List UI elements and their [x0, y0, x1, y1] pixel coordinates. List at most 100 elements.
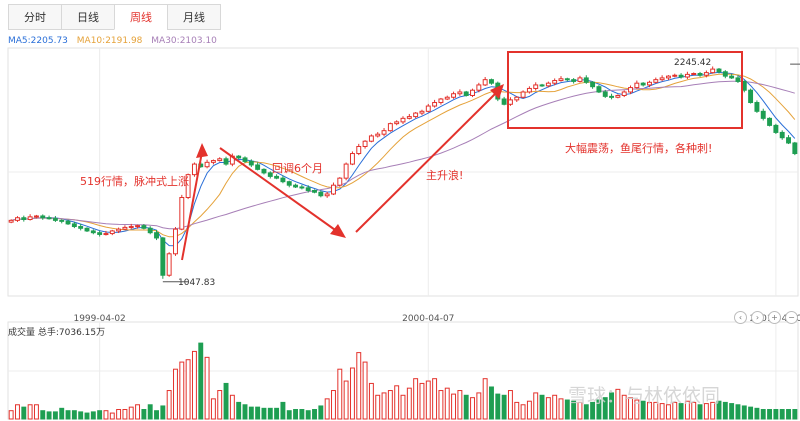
volume-bar: [236, 401, 242, 420]
candle-body: [362, 140, 368, 147]
candle-body: [210, 160, 216, 163]
left-arrow-icon[interactable]: ‹: [734, 311, 747, 324]
volume-bar: [583, 404, 589, 420]
candle-body: [659, 77, 665, 81]
candle-body: [552, 80, 558, 84]
volume-bar: [362, 361, 368, 420]
volume-bar: [716, 400, 722, 420]
candle-body: [52, 218, 58, 221]
volume-bar: [451, 393, 457, 420]
candle-body: [621, 91, 627, 96]
zoom-out-icon[interactable]: −: [785, 311, 798, 324]
volume-bar: [217, 390, 223, 420]
volume-bar: [640, 400, 646, 420]
volume-bar: [463, 394, 469, 420]
tab-daily[interactable]: 日线: [61, 4, 115, 30]
candle-body: [116, 228, 122, 232]
candle-body: [786, 137, 791, 144]
x-tick-label: 1999-04-02: [73, 314, 125, 324]
candle-body: [97, 232, 103, 235]
range-highlight-box: [507, 51, 743, 129]
candle-body: [274, 175, 280, 179]
candle-body: [293, 184, 299, 188]
volume-bar: [419, 382, 425, 420]
candle-body: [46, 217, 52, 220]
volume-bar: [628, 397, 633, 420]
volume-bar: [552, 394, 558, 420]
candle-body: [760, 110, 766, 119]
volume-bar: [665, 404, 671, 420]
candle-body: [71, 223, 77, 228]
volume-bar: [729, 403, 735, 420]
high-price-label: 2245.42: [674, 58, 711, 68]
volume-bar: [337, 368, 343, 420]
candle-body: [748, 89, 754, 104]
tab-monthly[interactable]: 月线: [167, 4, 221, 30]
tab-weekly[interactable]: 周线: [114, 4, 168, 30]
arrow-icon: [181, 143, 208, 261]
volume-bar: [786, 409, 791, 420]
chart-nav-controls: ‹ › + −: [730, 311, 798, 324]
candle-body: [173, 228, 178, 255]
volume-bar: [773, 409, 779, 420]
chart-grid: [7, 47, 799, 420]
candle-body: [135, 225, 141, 228]
candle-body: [312, 189, 317, 193]
candle-body: [337, 177, 343, 186]
candle-body: [255, 164, 261, 170]
volume-bar: [191, 350, 197, 420]
zoom-in-icon[interactable]: +: [768, 311, 781, 324]
volume-bars: [8, 342, 798, 420]
candle-body: [419, 110, 425, 114]
candle-body: [596, 86, 602, 93]
volume-bar: [267, 407, 273, 420]
volume-bar: [84, 412, 90, 420]
tab-intraday[interactable]: 分时: [8, 4, 62, 30]
candle-body: [27, 216, 33, 220]
volume-bar: [103, 410, 109, 420]
candle-body: [558, 78, 564, 82]
volume-bar: [375, 394, 381, 420]
candle-body: [489, 79, 494, 84]
candle-body: [425, 105, 431, 112]
candle-body: [368, 135, 374, 142]
candle-body: [792, 142, 798, 155]
volume-bar: [122, 409, 128, 420]
candle-body: [147, 227, 153, 234]
volume-bar: [539, 394, 545, 420]
volume-bar: [444, 387, 450, 420]
volume-bar: [476, 392, 482, 420]
ma-legend: MA5:2205.73 MA10:2191.98 MA30:2103.10: [8, 36, 223, 46]
volume-bar: [349, 367, 355, 420]
right-arrow-icon[interactable]: ›: [751, 311, 764, 324]
candle-body: [141, 225, 147, 229]
volume-bar: [160, 405, 166, 420]
volume-bar: [147, 404, 153, 420]
candle-body: [15, 217, 20, 221]
volume-bar: [343, 380, 349, 420]
candle-body: [754, 102, 760, 112]
candle-body: [451, 93, 457, 98]
volume-bar: [299, 409, 305, 420]
candle-body: [634, 82, 640, 89]
volume-bar: [672, 401, 678, 420]
volume-bar: [52, 411, 58, 420]
volume-bar: [65, 410, 71, 420]
candle-body: [387, 123, 393, 132]
candle-body: [400, 117, 406, 123]
candle-body: [261, 168, 267, 174]
annotation-pulse-rally: 519行情，脉冲式上涨: [80, 174, 189, 188]
volume-bar: [204, 356, 210, 420]
candle-body: [539, 84, 545, 87]
arrow-icon: [219, 147, 346, 238]
candle-body: [767, 117, 773, 126]
volume-bar: [78, 411, 84, 420]
candle-body: [324, 193, 330, 197]
candle-body: [672, 74, 678, 77]
volume-bar: [767, 409, 773, 420]
candle-body: [735, 77, 741, 82]
candle-body: [691, 73, 697, 76]
volume-bar: [141, 409, 147, 420]
candle-body: [166, 253, 172, 276]
